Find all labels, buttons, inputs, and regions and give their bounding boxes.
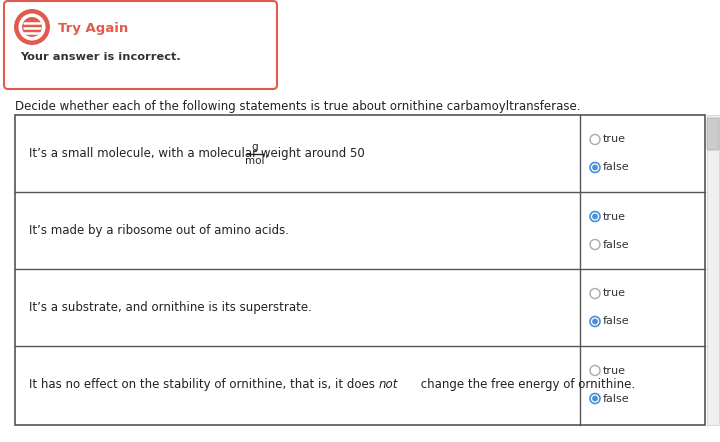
Text: true: true <box>603 366 626 376</box>
Text: true: true <box>603 134 626 145</box>
Text: true: true <box>603 289 626 298</box>
Circle shape <box>590 316 600 327</box>
Circle shape <box>590 240 600 249</box>
Text: Your answer is incorrect.: Your answer is incorrect. <box>20 52 181 62</box>
Circle shape <box>590 393 600 404</box>
Text: change the free energy of ornithine.: change the free energy of ornithine. <box>418 378 636 391</box>
FancyBboxPatch shape <box>707 118 719 150</box>
Text: g: g <box>252 141 258 152</box>
Circle shape <box>590 134 600 145</box>
Text: Decide whether each of the following statements is true about ornithine carbamoy: Decide whether each of the following sta… <box>15 100 580 113</box>
Circle shape <box>590 163 600 172</box>
Circle shape <box>19 14 45 41</box>
Text: false: false <box>603 240 629 249</box>
Text: It’s a substrate, and ornithine is its superstrate.: It’s a substrate, and ornithine is its s… <box>29 301 312 314</box>
Text: false: false <box>603 163 629 172</box>
Text: It has no effect on the stability of ornithine, that is, it does: It has no effect on the stability of orn… <box>29 378 379 391</box>
Circle shape <box>590 212 600 221</box>
Text: mol: mol <box>246 156 265 167</box>
Text: not: not <box>379 378 398 391</box>
Circle shape <box>592 396 598 401</box>
Text: false: false <box>603 316 629 327</box>
Circle shape <box>22 17 42 37</box>
Circle shape <box>592 164 598 171</box>
Bar <box>15 115 705 425</box>
Text: ,: , <box>264 147 268 160</box>
FancyBboxPatch shape <box>4 1 277 89</box>
Circle shape <box>590 366 600 376</box>
Text: false: false <box>603 393 629 404</box>
Text: It’s a small molecule, with a molecular weight around 50: It’s a small molecule, with a molecular … <box>29 147 369 160</box>
Circle shape <box>14 9 50 45</box>
Bar <box>707 115 719 425</box>
Circle shape <box>592 319 598 324</box>
Text: It’s made by a ribosome out of amino acids.: It’s made by a ribosome out of amino aci… <box>29 224 289 237</box>
Text: Try Again: Try Again <box>58 22 128 35</box>
Circle shape <box>592 213 598 219</box>
Text: true: true <box>603 212 626 221</box>
Circle shape <box>590 289 600 298</box>
